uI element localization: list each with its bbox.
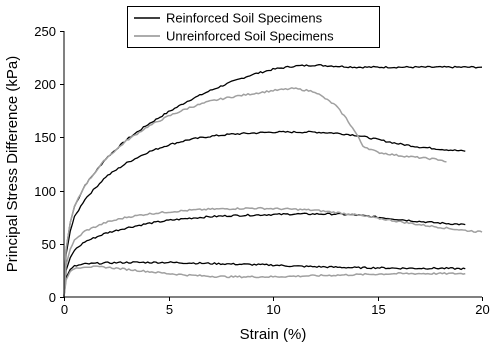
series-line-7 [63, 265, 466, 298]
legend-label-unreinforced: Unreinforced Soil Specimens [166, 29, 334, 44]
x-tick-label: 5 [166, 302, 173, 317]
series-line-3 [63, 212, 466, 298]
series-line-2 [63, 130, 466, 298]
y-tick-label: 200 [34, 77, 56, 92]
x-tick-label: 20 [475, 302, 489, 317]
x-tick-label: 10 [266, 302, 280, 317]
legend-box [127, 6, 380, 48]
plot-area [63, 64, 483, 298]
y-tick-label: 0 [49, 290, 56, 305]
series-line-5 [63, 87, 447, 298]
y-tick-label: 100 [34, 184, 56, 199]
y-tick-label: 250 [34, 24, 56, 39]
y-tick-label: 50 [42, 237, 56, 252]
series-line-4 [63, 261, 466, 298]
x-tick-label: 0 [61, 302, 68, 317]
legend: Reinforced Soil Specimens Unreinforced S… [127, 6, 380, 48]
y-axis-title: Principal Stress Difference (kPa) [4, 56, 21, 272]
axis-labels: Strain (%) Principal Stress Difference (… [4, 56, 306, 343]
x-axis-title: Strain (%) [240, 326, 307, 343]
series-line-6 [63, 206, 483, 298]
legend-label-reinforced: Reinforced Soil Specimens [166, 11, 323, 26]
x-tick-label: 15 [371, 302, 385, 317]
y-tick-label: 150 [34, 130, 56, 145]
